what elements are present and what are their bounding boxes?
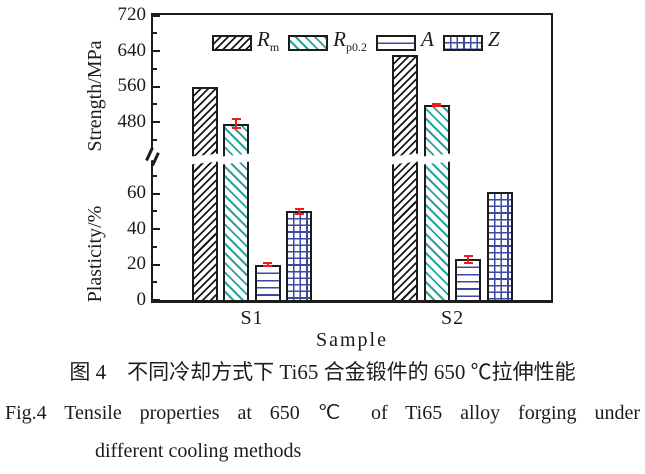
error-bar-cap-top-A-S2 bbox=[463, 254, 473, 257]
plasticity-tick-label-0: 0 bbox=[136, 288, 147, 310]
strength-tick-label-560: 560 bbox=[117, 75, 147, 96]
bar-A-S1 bbox=[254, 264, 281, 300]
legend-label-z: Z bbox=[487, 27, 500, 51]
plasticity-tick-label-60: 60 bbox=[127, 182, 146, 203]
strength-tick-label-720: 720 bbox=[117, 4, 147, 25]
legend-item-a: A bbox=[376, 28, 434, 58]
strength-minor-tick-520 bbox=[153, 103, 157, 106]
error-bar-line-Z-S1 bbox=[298, 208, 301, 214]
plasticity-major-tick-20 bbox=[153, 263, 160, 266]
caption-english-line2: different cooling methods bbox=[95, 440, 302, 462]
strength-tick-label-480: 480 bbox=[117, 110, 147, 132]
error-bar-line-Rp0.2-S2 bbox=[435, 103, 438, 107]
error-bar-cap-top-Rp0.2-S2 bbox=[432, 102, 442, 105]
bar-A-S2 bbox=[455, 259, 482, 300]
legend-swatch-rm-hatch bbox=[212, 35, 252, 52]
strength-major-tick-720 bbox=[153, 14, 160, 17]
legend-item-rp02: Rp0.2 bbox=[288, 28, 367, 58]
plasticity-minor-tick-70 bbox=[153, 174, 157, 177]
error-bar-cap-bottom-Rp0.2-S1 bbox=[231, 127, 241, 130]
plasticity-tick-label-20: 20 bbox=[127, 253, 146, 274]
caption-chinese: 图 4 不同冷却方式下 Ti65 合金锻件的 650 ℃拉伸性能 bbox=[69, 360, 576, 384]
error-bar-line-A-S2 bbox=[467, 255, 470, 263]
error-bar-cap-bottom-Rp0.2-S2 bbox=[432, 105, 442, 108]
strength-major-tick-480 bbox=[153, 121, 160, 123]
error-bar-line-Rp0.2-S1 bbox=[235, 119, 238, 129]
bar-Rm-S1 bbox=[191, 86, 218, 300]
category-label-S2: S2 bbox=[441, 307, 465, 329]
error-bar-line-A-S1 bbox=[266, 262, 269, 267]
plasticity-major-tick-60 bbox=[153, 192, 160, 195]
strength-major-tick-640 bbox=[153, 50, 160, 52]
error-bar-cap-top-A-S1 bbox=[263, 261, 273, 264]
error-bar-cap-top-Z-S1 bbox=[294, 207, 304, 210]
plasticity-minor-tick-50 bbox=[153, 210, 157, 213]
error-bar-cap-top-Rp0.2-S1 bbox=[231, 118, 241, 121]
strength-minor-tick-600 bbox=[153, 67, 157, 70]
error-bar-cap-bottom-Z-S1 bbox=[294, 212, 304, 215]
strength-minor-tick-440 bbox=[153, 138, 157, 141]
bar-Z-S2 bbox=[486, 191, 513, 300]
legend-swatch-z-grid bbox=[442, 35, 483, 52]
plasticity-major-tick-40 bbox=[153, 228, 160, 230]
legend-label-rp02: Rp0.2 bbox=[333, 27, 367, 55]
chart-legend: Rm Rp0.2 A Z bbox=[212, 28, 500, 58]
legend-label-rm: Rm bbox=[257, 27, 280, 55]
plasticity-minor-tick-10 bbox=[153, 281, 157, 284]
legend-swatch-rp02-hatch bbox=[288, 35, 329, 52]
error-bar-cap-bottom-A-S2 bbox=[463, 261, 473, 264]
plasticity-minor-tick-30 bbox=[153, 245, 157, 248]
x-axis-title: Sample bbox=[316, 329, 388, 351]
strength-minor-tick-680 bbox=[153, 32, 157, 35]
plasticity-major-tick-0 bbox=[153, 299, 160, 301]
strength-major-tick-560 bbox=[153, 85, 160, 88]
error-bar-cap-bottom-A-S1 bbox=[263, 265, 273, 268]
plasticity-tick-label-40: 40 bbox=[127, 217, 146, 239]
legend-item-rm: Rm bbox=[212, 28, 279, 58]
legend-swatch-a-lines bbox=[376, 35, 416, 52]
bar-Rp0.2-S2 bbox=[423, 105, 450, 300]
caption-english-line1: Fig.4 Tensile properties at 650 ℃ of Ti6… bbox=[5, 402, 640, 424]
bar-Z-S1 bbox=[286, 211, 313, 300]
bar-Rp0.2-S1 bbox=[223, 123, 250, 300]
bar-Rm-S2 bbox=[392, 55, 419, 300]
legend-item-z: Z bbox=[442, 27, 500, 58]
legend-label-a: A bbox=[421, 27, 434, 51]
strength-tick-label-640: 640 bbox=[117, 39, 147, 61]
category-label-S1: S1 bbox=[240, 307, 264, 329]
